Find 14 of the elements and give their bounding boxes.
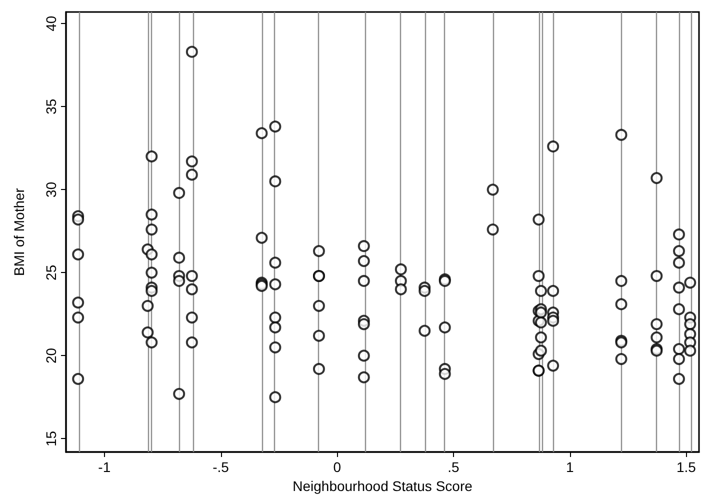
x-tick-label: .5 xyxy=(448,459,460,475)
x-axis-title: Neighbourhood Status Score xyxy=(292,478,473,494)
x-tick-label: -1 xyxy=(98,459,111,475)
y-tick-label: 30 xyxy=(43,182,59,198)
y-axis-title: BMI of Mother xyxy=(11,188,27,276)
x-tick-label: -.5 xyxy=(212,459,230,475)
x-tick-label: 1.5 xyxy=(676,459,696,475)
x-tick-label: 1 xyxy=(566,459,574,475)
y-tick-label: 15 xyxy=(43,430,59,447)
y-tick-label: 20 xyxy=(43,348,59,364)
y-tick-label: 25 xyxy=(43,264,59,280)
x-tick-label: 0 xyxy=(333,459,342,475)
y-tick-label: 35 xyxy=(43,98,59,114)
y-tick-label: 40 xyxy=(43,16,59,32)
